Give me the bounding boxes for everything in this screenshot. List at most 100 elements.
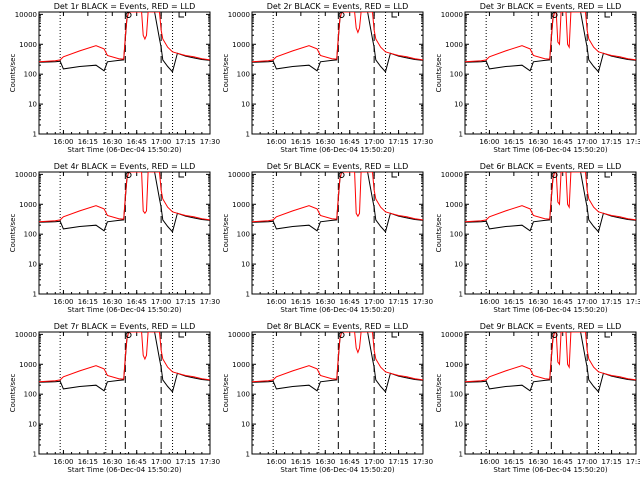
circle-marker <box>551 12 558 18</box>
x-tick-label: 16:30 <box>102 458 122 466</box>
x-tick-label: 16:15 <box>78 458 98 466</box>
events-series-line <box>252 332 423 393</box>
x-tick-label: 17:00 <box>151 458 171 466</box>
panel-title: Det 9r BLACK = Events, RED = LLD <box>480 322 622 331</box>
x-tick-label: 16:45 <box>340 138 360 146</box>
y-tick-label: 1 <box>459 451 463 459</box>
events-series-line <box>39 172 210 233</box>
x-tick-label: 17:30 <box>413 298 433 306</box>
x-tick-label: 16:45 <box>127 458 147 466</box>
lld-series-line <box>39 332 210 383</box>
x-tick-label: 16:30 <box>315 458 335 466</box>
y-tick-label: 10 <box>28 421 37 429</box>
plot-frame <box>464 171 637 295</box>
y-tick-label: 1 <box>33 291 37 299</box>
x-tick-label: 16:15 <box>78 138 98 146</box>
y-tick-label: 1000 <box>19 201 37 209</box>
y-tick-label: 1000 <box>19 41 37 49</box>
x-axis-label: Start Time (06-Dec-04 15:50:20) <box>67 306 181 314</box>
x-tick-label: 16:15 <box>291 138 311 146</box>
y-tick-label: 100 <box>450 231 463 239</box>
x-tick-label: 16:30 <box>528 458 548 466</box>
x-tick-label: 16:15 <box>291 298 311 306</box>
x-tick-label: 16:15 <box>504 458 524 466</box>
y-axis-label: Counts/sec <box>222 54 230 93</box>
x-tick-label: 17:00 <box>364 458 384 466</box>
events-series-line <box>252 12 423 73</box>
x-tick-label: 17:30 <box>200 138 220 146</box>
x-tick-label: 17:00 <box>577 458 597 466</box>
bracket-marker <box>391 332 398 338</box>
y-tick-label: 10 <box>241 101 250 109</box>
lld-series-line <box>252 172 423 223</box>
detector-panel-3: Det 3r BLACK = Events, RED = LLD 1 10 100 10… <box>435 2 640 154</box>
lld-series-line <box>252 12 423 63</box>
x-tick-label: 16:30 <box>102 298 122 306</box>
panel-title: Det 7r BLACK = Events, RED = LLD <box>54 322 196 331</box>
x-tick-label: 17:15 <box>175 298 195 306</box>
events-series-line <box>465 12 636 73</box>
x-tick-label: 16:30 <box>102 138 122 146</box>
y-tick-label: 10000 <box>15 171 37 179</box>
x-tick-label: 16:00 <box>53 298 73 306</box>
bracket-marker <box>604 332 611 338</box>
y-tick-label: 1 <box>459 291 463 299</box>
y-tick-label: 100 <box>24 231 37 239</box>
circle-marker <box>551 332 558 338</box>
detector-panel-6: Det 6r BLACK = Events, RED = LLD 1 10 100 10… <box>435 162 640 314</box>
x-axis-label: Start Time (06-Dec-04 15:50:20) <box>493 146 607 154</box>
y-tick-label: 100 <box>450 71 463 79</box>
y-axis-label: Counts/sec <box>9 214 17 253</box>
y-tick-label: 10 <box>454 421 463 429</box>
x-tick-label: 16:00 <box>479 458 499 466</box>
circle-marker <box>125 12 132 18</box>
detector-panel-5: Det 5r BLACK = Events, RED = LLD 1 10 100 10… <box>222 162 433 314</box>
y-tick-label: 10000 <box>441 331 463 339</box>
panel-title: Det 1r BLACK = Events, RED = LLD <box>54 2 196 11</box>
y-tick-label: 10000 <box>15 11 37 19</box>
x-tick-label: 17:30 <box>413 138 433 146</box>
y-tick-label: 10000 <box>441 171 463 179</box>
plot-frame <box>38 171 211 295</box>
x-tick-label: 16:00 <box>266 138 286 146</box>
circle-marker <box>551 172 558 178</box>
x-tick-label: 16:45 <box>340 458 360 466</box>
detector-panel-1: Det 1r BLACK = Events, RED = LLD 1 10 100 10… <box>9 2 220 154</box>
plot-frame <box>251 331 424 455</box>
y-tick-label: 1 <box>246 451 250 459</box>
events-series-line <box>252 172 423 233</box>
x-tick-label: 16:45 <box>127 298 147 306</box>
bracket-marker <box>604 172 611 178</box>
lld-series-line <box>252 332 423 383</box>
plot-frame <box>251 171 424 295</box>
y-tick-label: 1000 <box>445 361 463 369</box>
x-axis-label: Start Time (06-Dec-04 15:50:20) <box>67 146 181 154</box>
circle-marker <box>338 172 345 178</box>
y-tick-label: 100 <box>450 391 463 399</box>
y-tick-label: 10 <box>241 421 250 429</box>
y-tick-label: 1 <box>33 451 37 459</box>
x-tick-label: 16:45 <box>553 458 573 466</box>
y-tick-label: 100 <box>237 391 250 399</box>
y-tick-label: 100 <box>237 71 250 79</box>
plot-frame <box>38 11 211 135</box>
x-tick-label: 16:00 <box>266 298 286 306</box>
bracket-marker <box>178 12 185 18</box>
y-tick-label: 1 <box>246 291 250 299</box>
panel-title: Det 8r BLACK = Events, RED = LLD <box>267 322 409 331</box>
y-tick-label: 10000 <box>441 11 463 19</box>
bracket-marker <box>391 12 398 18</box>
y-tick-label: 1000 <box>19 361 37 369</box>
y-axis-label: Counts/sec <box>435 54 443 93</box>
x-tick-label: 17:30 <box>626 298 640 306</box>
y-axis-label: Counts/sec <box>9 374 17 413</box>
y-tick-label: 1000 <box>445 201 463 209</box>
y-tick-label: 1000 <box>445 41 463 49</box>
x-tick-label: 17:00 <box>364 298 384 306</box>
detector-panel-9: Det 9r BLACK = Events, RED = LLD 1 10 100 10… <box>435 322 640 474</box>
events-series-line <box>39 12 210 73</box>
x-axis-label: Start Time (06-Dec-04 15:50:20) <box>280 146 394 154</box>
x-tick-label: 17:00 <box>577 138 597 146</box>
x-axis-label: Start Time (06-Dec-04 15:50:20) <box>280 306 394 314</box>
